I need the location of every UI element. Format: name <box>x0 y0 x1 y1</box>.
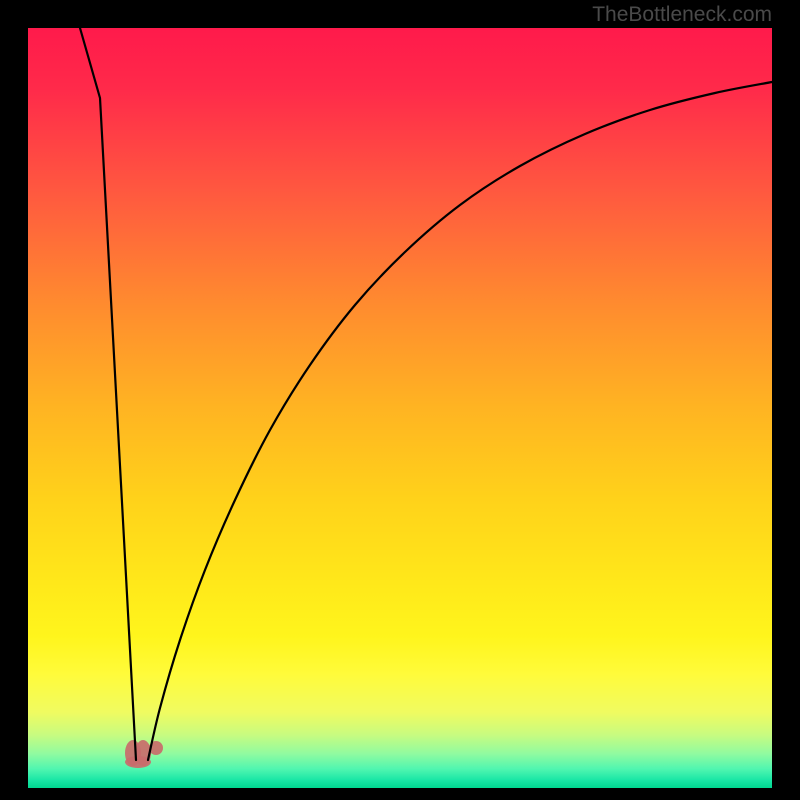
curve-right <box>148 82 772 760</box>
chart-svg <box>0 0 800 800</box>
watermark-text: TheBottleneck.com <box>592 3 772 27</box>
valley-marker <box>125 740 163 768</box>
curve-left <box>80 28 136 760</box>
chart-frame: TheBottleneck.com <box>0 0 800 800</box>
